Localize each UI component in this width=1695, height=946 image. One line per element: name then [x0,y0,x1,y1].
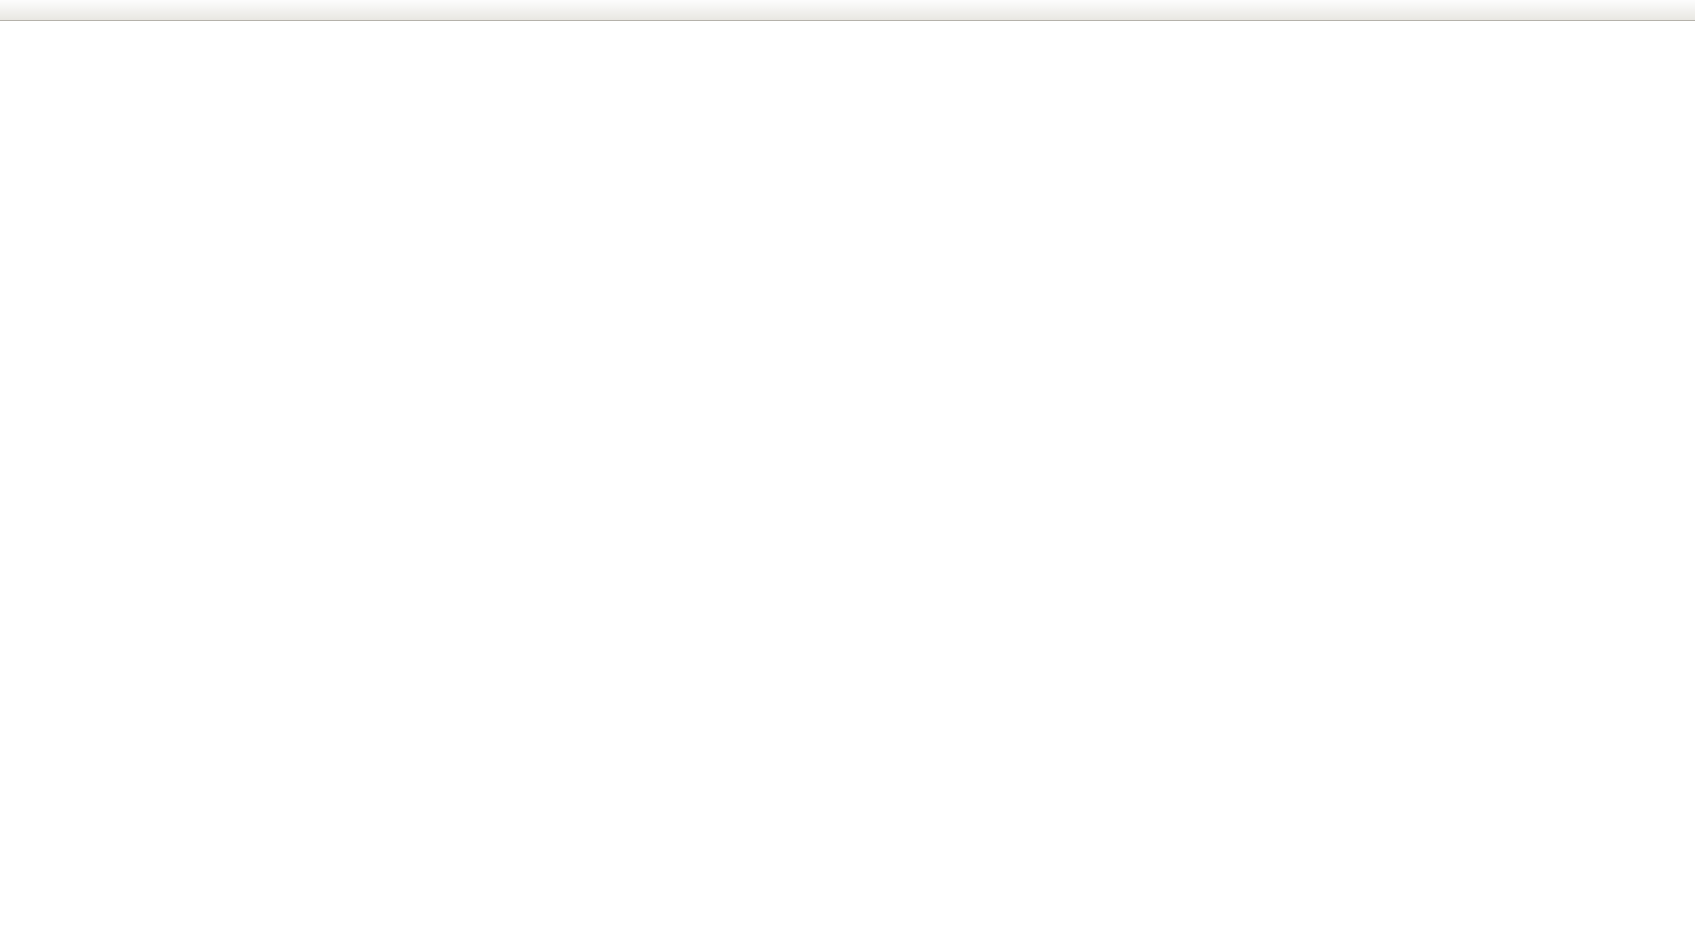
toolbar [0,0,1695,21]
